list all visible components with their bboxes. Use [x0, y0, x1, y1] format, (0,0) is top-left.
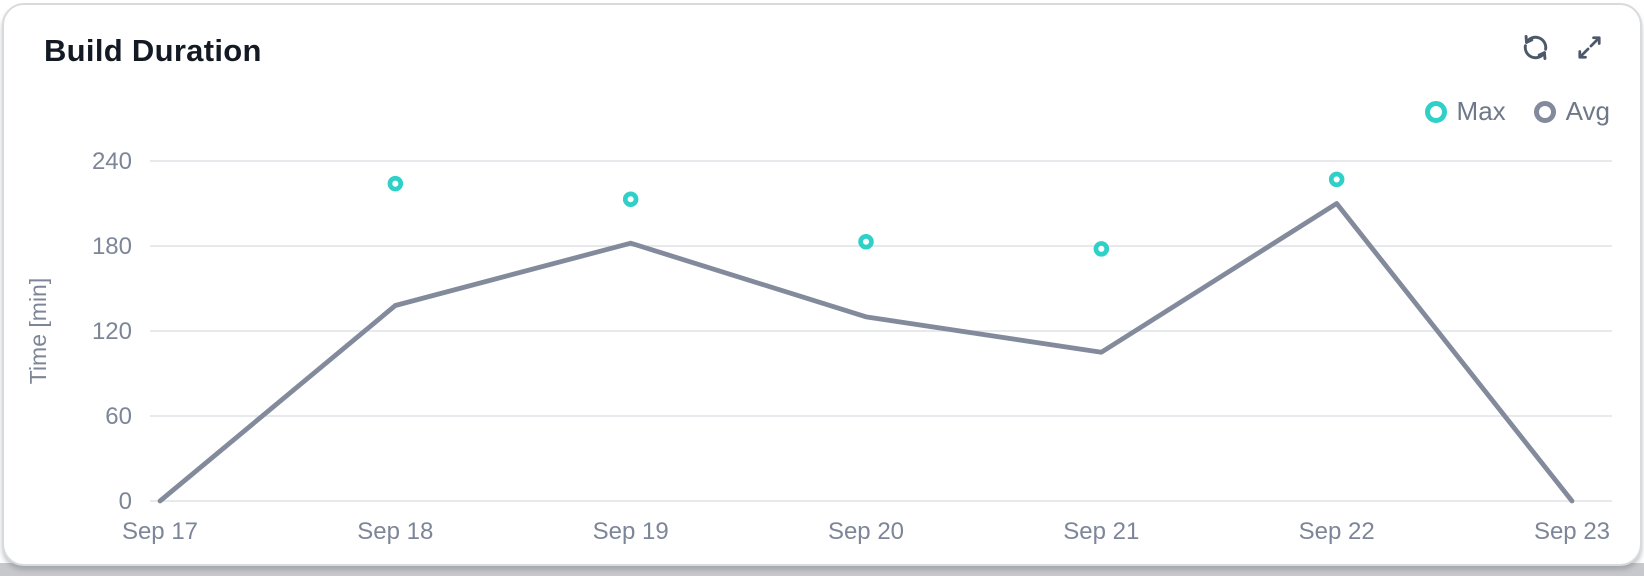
x-tick-label: Sep 19 [593, 518, 669, 545]
x-tick-label: Sep 21 [1063, 518, 1139, 545]
x-tick-label: Sep 22 [1299, 518, 1375, 545]
page-background-strip [0, 563, 1644, 576]
x-tick-label: Sep 17 [122, 518, 198, 545]
max-marker[interactable] [387, 175, 404, 192]
max-series-ring-icon [1424, 100, 1447, 123]
max-marker[interactable] [1093, 241, 1110, 257]
legend-label-avg: Avg [1565, 96, 1610, 126]
avg-line [157, 201, 1575, 504]
y-tick-label: 0 [119, 488, 132, 515]
y-axis-title: Time [min] [25, 278, 51, 385]
x-tick-label: Sep 20 [828, 518, 904, 545]
chart-legend: Max Avg [1424, 96, 1610, 127]
legend-label-max: Max [1456, 96, 1506, 126]
build-duration-card [2, 3, 1642, 566]
avg-series-ring-icon [1533, 100, 1556, 123]
y-tick-label: 60 [105, 403, 132, 430]
legend-item-avg[interactable]: Avg [1533, 96, 1610, 127]
y-tick-label: 180 [92, 233, 132, 260]
card-title: Build Duration [44, 33, 262, 68]
x-tick-label: Sep 18 [357, 518, 433, 545]
expand-icon [1577, 35, 1601, 59]
y-tick-label: 120 [92, 318, 132, 345]
refresh-icon [1523, 34, 1547, 60]
card-toolbar [1514, 26, 1610, 68]
y-tick-label: 240 [92, 148, 132, 175]
max-marker[interactable] [622, 191, 639, 208]
max-marker[interactable] [1328, 171, 1345, 188]
x-tick-label: Sep 23 [1534, 518, 1610, 545]
legend-item-max[interactable]: Max [1424, 96, 1506, 127]
refresh-button[interactable] [1514, 26, 1556, 68]
expand-button[interactable] [1568, 26, 1610, 68]
max-marker[interactable] [858, 234, 874, 250]
